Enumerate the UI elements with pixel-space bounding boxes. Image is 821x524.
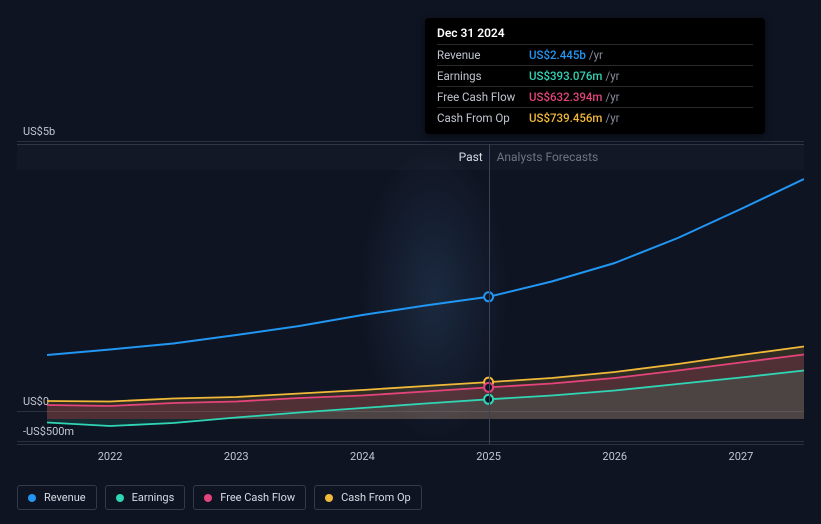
plot-area[interactable] bbox=[47, 144, 804, 444]
past-forecast-divider bbox=[489, 144, 490, 444]
x-axis: 2022 2023 2024 2025 2026 2027 bbox=[17, 450, 804, 468]
legend-label: Revenue bbox=[44, 491, 86, 504]
tooltip-row-value: US$2.445b bbox=[529, 48, 586, 62]
tooltip-row-value: US$393.076m bbox=[529, 69, 602, 83]
tooltip-row: RevenueUS$2.445b/yr bbox=[437, 44, 753, 65]
legend-swatch bbox=[116, 494, 124, 502]
x-axis-label: 2022 bbox=[98, 450, 123, 463]
gridline bbox=[17, 141, 804, 142]
tooltip-date: Dec 31 2024 bbox=[437, 26, 753, 44]
legend-item-cash-from-op[interactable]: Cash From Op bbox=[314, 485, 422, 510]
legend-item-revenue[interactable]: Revenue bbox=[17, 485, 97, 510]
x-axis-label: 2026 bbox=[602, 450, 627, 463]
tooltip-row-label: Cash From Op bbox=[437, 111, 529, 125]
tooltip-row-unit: /yr bbox=[605, 69, 619, 83]
tooltip-row-label: Earnings bbox=[437, 69, 529, 83]
legend-item-free-cash-flow[interactable]: Free Cash Flow bbox=[193, 485, 306, 510]
y-axis-label: US$0 bbox=[23, 395, 49, 408]
legend-label: Cash From Op bbox=[341, 491, 411, 504]
legend-label: Free Cash Flow bbox=[220, 491, 295, 504]
series-line-revenue bbox=[47, 179, 804, 355]
x-axis-label: 2027 bbox=[729, 450, 754, 463]
legend-swatch bbox=[204, 494, 212, 502]
past-label: Past bbox=[459, 150, 483, 164]
tooltip-row: Cash From OpUS$739.456m/yr bbox=[437, 107, 753, 128]
x-axis-label: 2024 bbox=[350, 450, 375, 463]
gridline bbox=[17, 444, 804, 445]
legend: Revenue Earnings Free Cash Flow Cash From O… bbox=[17, 485, 422, 510]
chart-tooltip: Dec 31 2024 RevenueUS$2.445b/yrEarningsU… bbox=[425, 18, 765, 134]
tooltip-row-value: US$632.394m bbox=[529, 90, 602, 104]
tooltip-row-unit: /yr bbox=[605, 111, 619, 125]
legend-swatch bbox=[28, 494, 36, 502]
legend-label: Earnings bbox=[132, 491, 175, 504]
tooltip-row-label: Free Cash Flow bbox=[437, 90, 529, 104]
y-axis-label: US$5b bbox=[23, 125, 55, 138]
tooltip-row-unit: /yr bbox=[589, 48, 603, 62]
forecast-label: Analysts Forecasts bbox=[497, 150, 599, 164]
tooltip-row-label: Revenue bbox=[437, 48, 529, 62]
tooltip-row: EarningsUS$393.076m/yr bbox=[437, 65, 753, 86]
tooltip-row-value: US$739.456m bbox=[529, 111, 602, 125]
tooltip-row: Free Cash FlowUS$632.394m/yr bbox=[437, 86, 753, 107]
legend-item-earnings[interactable]: Earnings bbox=[105, 485, 186, 510]
legend-swatch bbox=[325, 494, 333, 502]
x-axis-label: 2025 bbox=[476, 450, 501, 463]
x-axis-label: 2023 bbox=[224, 450, 249, 463]
tooltip-row-unit: /yr bbox=[605, 90, 619, 104]
